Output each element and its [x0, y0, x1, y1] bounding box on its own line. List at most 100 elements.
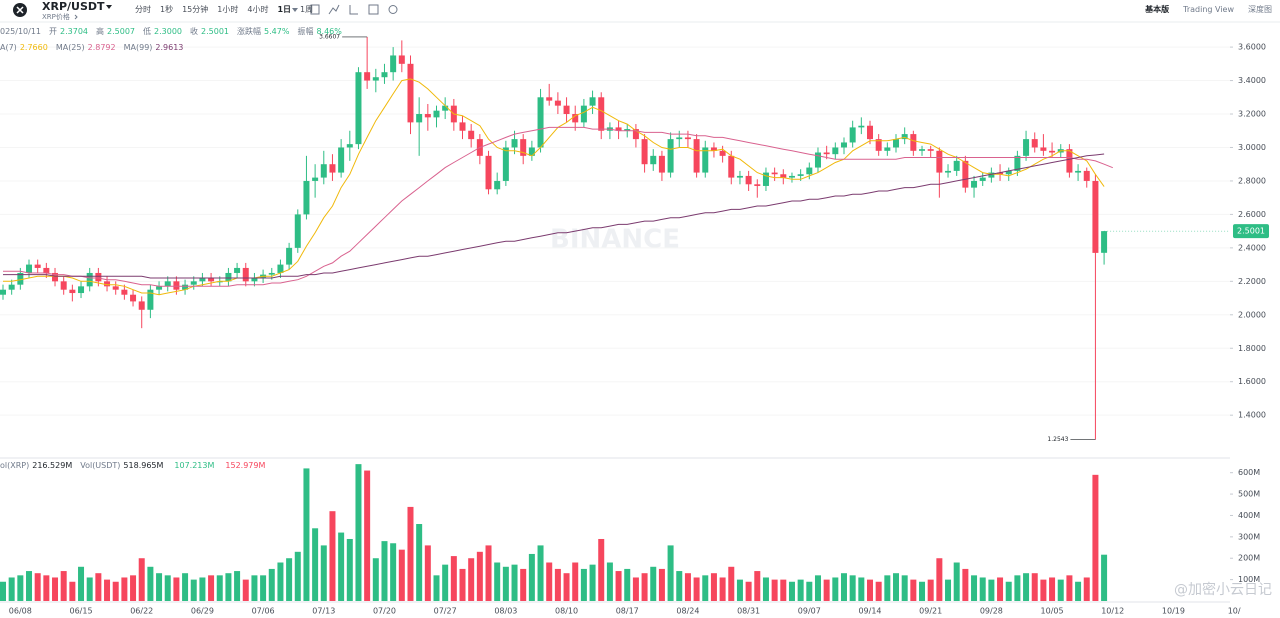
- volume-bar: [381, 541, 388, 601]
- candle-body: [997, 172, 1004, 175]
- volume-bar: [520, 568, 527, 601]
- candle-body: [797, 174, 804, 176]
- x-tick-label: 06/22: [130, 607, 153, 616]
- candle-body: [780, 174, 787, 178]
- last-price-label: 2.5001: [1237, 227, 1265, 236]
- legend-label: Vol(USDT): [80, 461, 121, 470]
- volume-bar: [910, 579, 917, 601]
- candle-body: [919, 149, 926, 151]
- volume-bar: [676, 571, 683, 601]
- interval-tab[interactable]: 4小时: [247, 5, 269, 14]
- candle-body: [277, 264, 284, 273]
- candle-body: [156, 286, 163, 290]
- legend-item: 107.213M: [171, 461, 214, 470]
- x-tick-label: 10/: [1228, 607, 1241, 616]
- volume-bar: [485, 545, 492, 601]
- volume-bar: [814, 575, 821, 601]
- volume-bar: [1040, 579, 1047, 601]
- x-tick-label: 07/20: [373, 607, 396, 616]
- ma-line: [3, 153, 1105, 279]
- interval-tab[interactable]: 分时: [135, 5, 151, 14]
- interval-tab[interactable]: 15分钟: [182, 5, 209, 14]
- volume-bar: [893, 573, 900, 601]
- y-tick-label: 3.2000: [1238, 110, 1266, 119]
- volume-bar: [528, 553, 535, 601]
- candle-body: [286, 247, 293, 265]
- candle-body: [182, 284, 189, 290]
- candle-body: [1092, 180, 1099, 253]
- candle-body: [598, 97, 605, 131]
- candle-body: [710, 147, 717, 151]
- volume-bar: [416, 524, 423, 601]
- pair-caret: [106, 5, 112, 9]
- ohlc-legend: 025/10/11 开 2.3704 高 2.5007 低 2.3000 收 2.5001 涨跌幅…: [0, 26, 342, 37]
- volume-bar: [60, 571, 67, 601]
- interval-tab[interactable]: 1小时: [217, 5, 239, 14]
- x-tick-label: 06/15: [69, 607, 92, 616]
- candle-body: [17, 272, 24, 285]
- candle-body: [1040, 147, 1047, 151]
- volume-bar: [286, 558, 293, 601]
- y-tick-label: 200M: [1238, 554, 1260, 563]
- tool-icons[interactable]: [310, 4, 398, 15]
- view-tab[interactable]: 基本版: [1145, 5, 1170, 14]
- overlay-text: @加密小云日记: [1174, 581, 1272, 598]
- view-tab[interactable]: 深度图: [1248, 5, 1272, 14]
- volume-bar: [78, 566, 85, 601]
- volume-bar: [372, 558, 379, 601]
- view-tab[interactable]: Trading View: [1183, 5, 1234, 14]
- candle-body: [251, 277, 258, 282]
- legend-value: 2.8792: [87, 43, 116, 52]
- candle-body: [442, 105, 449, 111]
- legend-item: 高 2.5007: [96, 26, 135, 37]
- legend-value: 107.213M: [174, 461, 215, 470]
- volume-bar: [658, 568, 665, 601]
- subtitle[interactable]: XRP价格: [42, 12, 70, 21]
- volume-bar: [216, 575, 223, 601]
- x-tick-label: 08/31: [737, 607, 760, 616]
- volume-bar: [615, 571, 622, 601]
- x-tick-label: 09/28: [980, 607, 1003, 616]
- legend-value: 2.5007: [107, 27, 136, 36]
- pair[interactable]: XRP/USDT: [42, 0, 105, 13]
- candle-body: [676, 137, 683, 140]
- volume-bar: [736, 579, 743, 601]
- candle-body: [459, 122, 466, 131]
- volume-bar: [138, 558, 145, 601]
- interval-tab[interactable]: 1日: [277, 5, 292, 14]
- interval-tab[interactable]: 1秒: [160, 5, 174, 14]
- candle-body: [1014, 155, 1021, 171]
- interval-tabs: 分时 1秒 15分钟 1小时 4小时 1日 1周: [135, 4, 313, 15]
- candle-body: [953, 160, 960, 171]
- volume-bar: [997, 577, 1004, 601]
- candle-body: [563, 105, 570, 115]
- y-tick-label: 2.8000: [1238, 176, 1266, 185]
- candle-body: [858, 125, 865, 128]
- candle-body: [407, 63, 414, 123]
- volume-bar: [546, 562, 553, 601]
- candle-body: [346, 144, 353, 148]
- volume-bar: [1092, 474, 1099, 601]
- y-tick-label: 300M: [1238, 532, 1260, 541]
- x-tick-label: 10/19: [1162, 607, 1185, 616]
- candle-body: [572, 114, 579, 123]
- volume-bar: [563, 573, 570, 601]
- candle-body: [268, 272, 275, 275]
- volume-bar: [702, 575, 709, 601]
- more-caret[interactable]: [292, 8, 298, 12]
- legend-item: ol(XRP) 216.529M: [0, 461, 72, 470]
- volume-bar: [927, 579, 934, 601]
- ma-legend: A(7) 2.7660 MA(25) 2.8792 MA(99) 2.9613: [0, 43, 183, 52]
- volume-bar: [173, 577, 180, 601]
- interval-tab[interactable]: 1周: [300, 5, 314, 14]
- legend-label: MA(99): [123, 43, 153, 52]
- candle-body: [520, 139, 527, 156]
- volume-bar: [312, 528, 319, 601]
- candle-body: [867, 125, 873, 140]
- legend-value: 2.9613: [155, 43, 184, 52]
- volume-bar: [104, 579, 111, 601]
- candle-body: [26, 264, 33, 273]
- candle-body: [615, 127, 622, 131]
- volume-bar: [875, 581, 882, 601]
- volume-bar: [164, 575, 171, 601]
